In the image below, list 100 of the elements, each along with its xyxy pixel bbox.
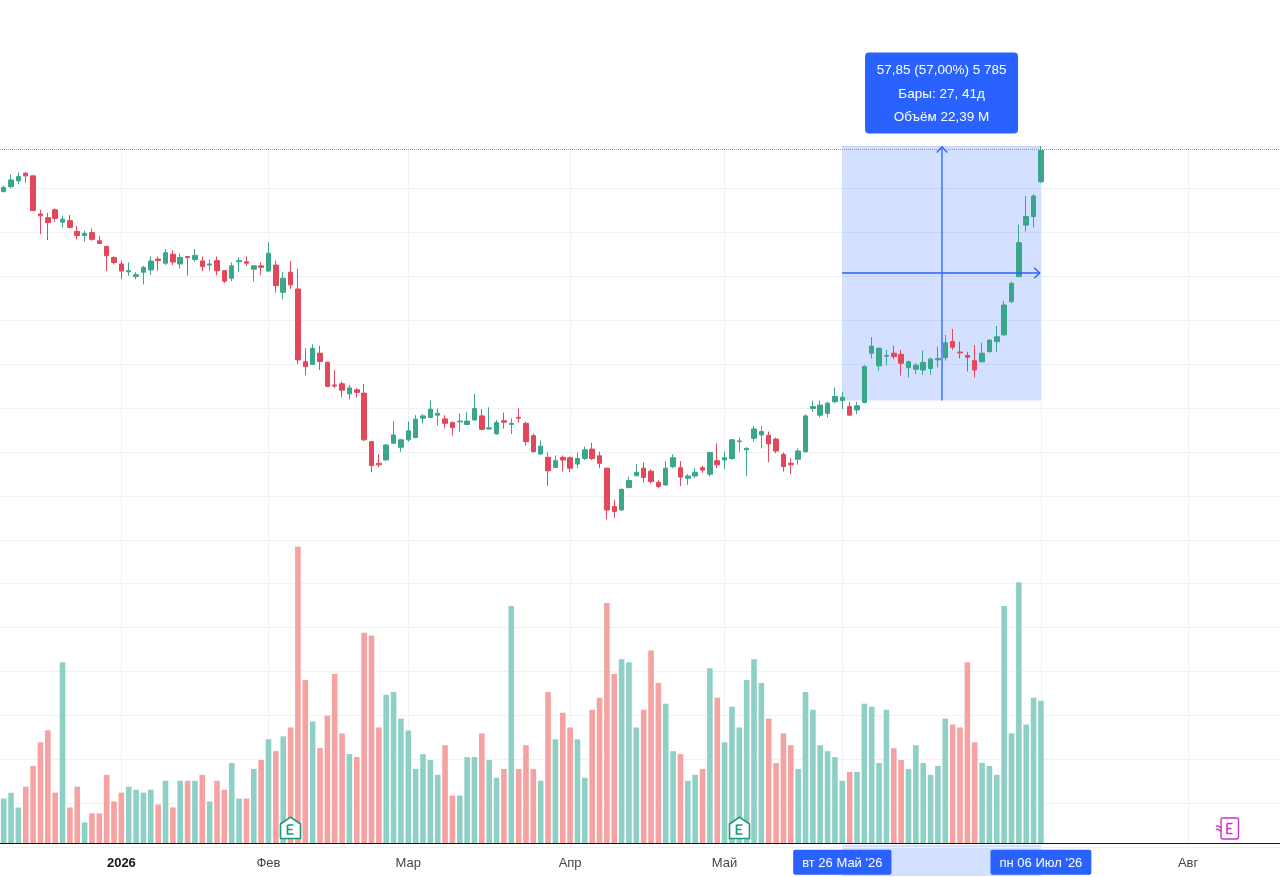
candlestick xyxy=(8,173,14,189)
bar xyxy=(714,697,721,843)
bar xyxy=(633,727,640,843)
candlestick xyxy=(303,347,308,376)
candlestick xyxy=(236,256,242,273)
candlestick xyxy=(420,413,426,424)
candlestick xyxy=(89,228,95,242)
candlestick xyxy=(38,209,43,235)
candlestick xyxy=(16,172,21,185)
candlestick xyxy=(295,268,301,365)
candlestick xyxy=(60,215,65,228)
candlestick xyxy=(589,442,595,461)
bar xyxy=(971,742,978,843)
bar xyxy=(552,739,559,843)
x-tick-label: вт 26 Май '26 xyxy=(802,854,883,870)
x-tick-label: пн 06 Июл '26 xyxy=(999,854,1083,870)
candlestick xyxy=(258,261,264,276)
candlestick xyxy=(531,432,536,453)
candlestick xyxy=(413,414,418,439)
candlestick xyxy=(339,381,345,398)
candlestick xyxy=(501,412,507,430)
candlestick xyxy=(928,356,933,376)
candlestick xyxy=(840,391,845,410)
candlestick xyxy=(781,451,786,473)
candlestick xyxy=(450,421,455,437)
bar xyxy=(795,768,801,843)
candlestick xyxy=(597,451,602,469)
candlestick xyxy=(994,325,1000,353)
candlestick xyxy=(325,361,330,388)
candlestick xyxy=(766,431,771,463)
bar xyxy=(434,774,441,843)
candlestick xyxy=(435,407,440,427)
candlestick xyxy=(30,174,36,212)
candlestick xyxy=(957,341,963,359)
bar xyxy=(37,742,44,843)
bar xyxy=(721,742,728,843)
candlestick xyxy=(185,255,190,277)
bar xyxy=(957,727,963,843)
candlestick xyxy=(472,393,477,422)
candlestick xyxy=(737,437,742,453)
candlestick xyxy=(979,342,985,364)
candlestick xyxy=(391,420,396,445)
x-tick-label: Авг xyxy=(1177,854,1199,870)
candlestick xyxy=(862,364,867,404)
candlestick xyxy=(604,467,610,520)
bar xyxy=(273,751,279,843)
candlestick xyxy=(575,451,580,469)
candlestick xyxy=(626,476,632,489)
candlestick xyxy=(634,463,639,478)
bar xyxy=(707,668,713,843)
candlestick xyxy=(23,171,28,184)
candlestick xyxy=(288,260,293,290)
candlestick xyxy=(832,387,838,404)
bar xyxy=(479,733,485,843)
x-tick-label: Мар xyxy=(395,854,421,870)
candlestick xyxy=(545,451,551,487)
candlestick xyxy=(516,407,521,424)
bar xyxy=(508,605,515,843)
candlestick xyxy=(266,241,271,273)
bar xyxy=(501,768,507,843)
bar xyxy=(1038,700,1044,843)
candlestick xyxy=(965,351,970,372)
candlestick xyxy=(163,248,168,266)
candlestick xyxy=(428,400,433,419)
bar xyxy=(155,804,161,843)
tooltip-box: 57,85 (57,00%) 5 785 Бары: 27, 41д Объём 22,39 M xyxy=(864,52,1019,133)
candlestick xyxy=(553,454,558,469)
bar xyxy=(486,760,492,843)
candlestick xyxy=(744,446,749,477)
candlestick xyxy=(523,421,529,447)
candlestick xyxy=(722,451,727,470)
candlestick xyxy=(170,249,176,266)
candlestick xyxy=(214,256,220,276)
bar xyxy=(383,694,390,843)
bar xyxy=(648,650,654,843)
bar xyxy=(111,801,117,843)
candlestick xyxy=(67,214,73,229)
candlestick xyxy=(133,271,139,280)
bar xyxy=(589,709,595,843)
candlestick xyxy=(700,465,705,474)
candlestick xyxy=(442,414,448,429)
candlestick xyxy=(317,345,323,371)
candlestick xyxy=(641,462,646,484)
candlestick xyxy=(148,256,154,276)
candlestick xyxy=(943,334,948,362)
candlestick xyxy=(1023,195,1029,232)
candlestick xyxy=(509,418,514,435)
bar xyxy=(979,763,985,843)
bar xyxy=(376,727,382,843)
bar xyxy=(170,807,176,843)
candlestick xyxy=(987,338,992,353)
bar xyxy=(523,745,529,843)
candlestick xyxy=(1009,281,1014,304)
candlestick xyxy=(538,440,543,456)
candlestick xyxy=(714,442,720,469)
candlestick xyxy=(383,443,389,462)
candlestick xyxy=(906,360,911,378)
candlestick xyxy=(398,438,404,453)
candlestick xyxy=(678,460,683,487)
bar xyxy=(780,733,787,843)
